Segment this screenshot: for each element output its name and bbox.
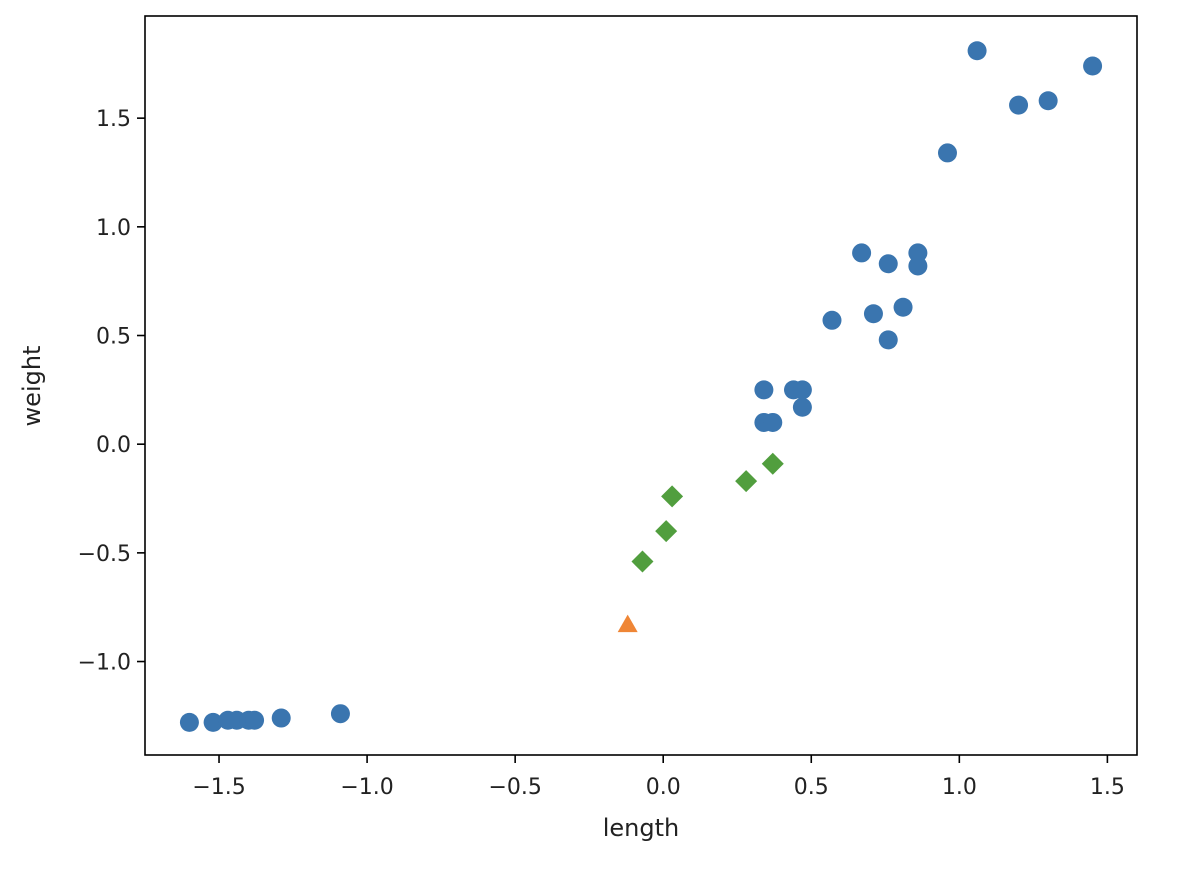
y-tick-label: 1.5 [96, 107, 131, 132]
y-tick-label: −1.0 [78, 651, 131, 676]
data-point-circle [893, 297, 913, 317]
data-points [179, 41, 1103, 732]
data-point-triangle [617, 614, 638, 633]
data-point-circle [754, 380, 774, 400]
y-axis-ticks: −1.0 −0.5 0.0 0.5 1.0 1.5 [78, 107, 145, 676]
data-point-circle [908, 243, 928, 263]
x-tick-label: −0.5 [488, 775, 541, 800]
y-axis-label: weight [18, 346, 46, 427]
data-point-circle [245, 710, 265, 730]
data-point-circle [1009, 95, 1029, 115]
y-tick-label: 1.0 [96, 216, 131, 241]
data-point-circle [878, 254, 898, 274]
y-tick-label: 0.0 [96, 433, 131, 458]
data-point-diamond [655, 520, 678, 543]
plot-frame [144, 15, 1138, 756]
data-point-circle [203, 712, 223, 732]
data-point-circle [822, 310, 842, 330]
data-point-circle [179, 712, 199, 732]
data-point-circle [763, 412, 783, 432]
data-point-circle [792, 397, 812, 417]
data-point-diamond [735, 470, 758, 493]
x-tick-label: 1.5 [1090, 775, 1125, 800]
data-point-circle [863, 304, 883, 324]
x-tick-label: 0.0 [646, 775, 681, 800]
data-point-circle [878, 330, 898, 350]
x-axis-label: length [603, 814, 680, 842]
data-point-diamond [631, 550, 654, 573]
x-tick-label: 0.5 [794, 775, 829, 800]
data-point-circle [330, 704, 350, 724]
y-tick-label: 0.5 [96, 325, 131, 350]
data-point-diamond [761, 452, 784, 475]
data-point-circle [852, 243, 872, 263]
x-tick-label: −1.5 [192, 775, 245, 800]
data-point-circle [908, 256, 928, 276]
data-point-circle [271, 708, 291, 728]
data-point-circle [1038, 91, 1058, 111]
data-point-circle [937, 143, 957, 163]
data-point-diamond [661, 485, 684, 508]
data-point-circle [1083, 56, 1103, 76]
x-tick-label: −1.0 [340, 775, 393, 800]
x-axis-ticks: −1.5 −1.0 −0.5 0.0 0.5 1.0 1.5 [192, 755, 1125, 800]
data-point-circle [792, 380, 812, 400]
y-tick-label: −0.5 [78, 542, 131, 567]
data-point-circle [967, 41, 987, 61]
x-tick-label: 1.0 [942, 775, 977, 800]
